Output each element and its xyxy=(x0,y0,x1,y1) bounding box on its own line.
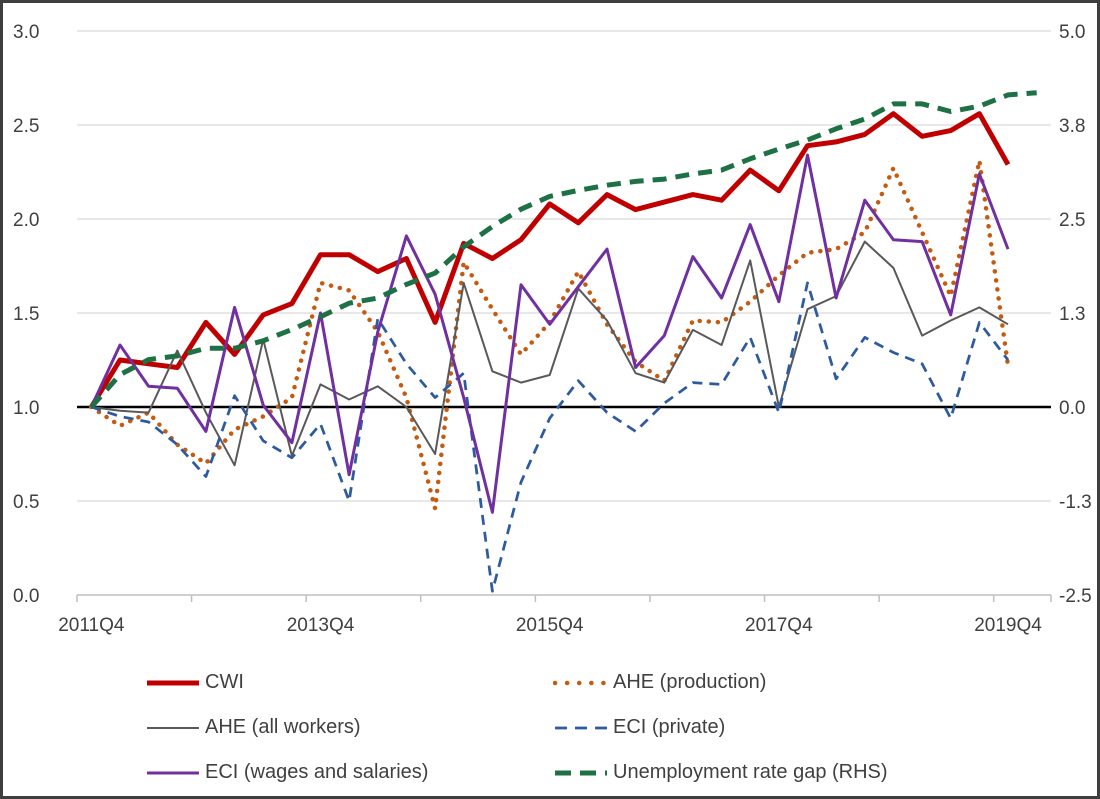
series-eci-private xyxy=(90,281,1010,593)
legend-item: AHE (all workers) xyxy=(145,705,428,750)
legend-item: Unemployment rate gap (RHS) xyxy=(553,750,888,795)
legend-label: ECI (private) xyxy=(613,716,726,738)
legend-column-right: AHE (production) ECI (private) Unemploymen… xyxy=(553,660,888,795)
left-axis-tick-label: 2.5 xyxy=(13,116,39,137)
legend-label: AHE (all workers) xyxy=(205,716,361,738)
x-axis-tick-label: 2019Q4 xyxy=(974,615,1042,636)
legend-swatch-dashed xyxy=(555,726,607,729)
right-axis-tick-label: 1.3 xyxy=(1059,304,1085,325)
right-axis-tick-label: -1.3 xyxy=(1059,492,1092,513)
legend-item: ECI (wages and salaries) xyxy=(145,750,428,795)
legend-column-left: CWI AHE (all workers) ECI (wages and salar… xyxy=(145,660,428,795)
right-axis-tick-label: -2.5 xyxy=(1059,586,1092,607)
left-axis-tick-label: 0.0 xyxy=(13,586,39,607)
x-axis-tick-label: 2011Q4 xyxy=(58,615,125,636)
legend-label: Unemployment rate gap (RHS) xyxy=(613,761,888,783)
legend-swatch-solid xyxy=(147,726,199,729)
left-axis-tick-label: 3.0 xyxy=(13,22,39,43)
right-axis-tick-label: 2.5 xyxy=(1059,210,1085,231)
x-axis-tick-label: 2013Q4 xyxy=(287,615,355,636)
legend-item: AHE (production) xyxy=(553,660,888,705)
right-axis-tick-label: 3.8 xyxy=(1059,116,1085,137)
wage-growth-chart: 3.0 2.5 2.0 1.5 1.0 0.5 0.0 5.0 3.8 2.5 1.3 0.0 -1.3… xyxy=(13,22,1092,636)
legend-item: ECI (private) xyxy=(553,705,888,750)
series-eci-wages-and-salaries xyxy=(89,153,1010,514)
right-axis-tick-label: 0.0 xyxy=(1059,398,1085,419)
legend-swatch-solid xyxy=(147,680,199,685)
left-axis-tick-label: 1.5 xyxy=(13,304,39,325)
x-axis-tick-label: 2015Q4 xyxy=(516,615,584,636)
legend-label: AHE (production) xyxy=(613,671,767,693)
left-axis-tick-label: 2.0 xyxy=(13,210,39,231)
right-axis-tick-label: 5.0 xyxy=(1059,22,1085,43)
series-ahe-all-workers xyxy=(91,240,1009,467)
legend-label: ECI (wages and salaries) xyxy=(205,761,429,783)
legend-swatch-dotted xyxy=(553,680,609,685)
legend-swatch-solid xyxy=(147,771,199,774)
series-unemployment-rate-gap-rhs xyxy=(89,90,1037,409)
left-axis-tick-label: 0.5 xyxy=(13,492,39,513)
x-axis-tick-label: 2017Q4 xyxy=(745,615,813,636)
left-axis-tick-label: 1.0 xyxy=(13,398,39,419)
legend-item: CWI xyxy=(145,660,428,705)
series-cwi xyxy=(89,111,1011,409)
legend-label: CWI xyxy=(205,671,244,693)
legend-swatch-dashed-thick xyxy=(555,770,607,775)
